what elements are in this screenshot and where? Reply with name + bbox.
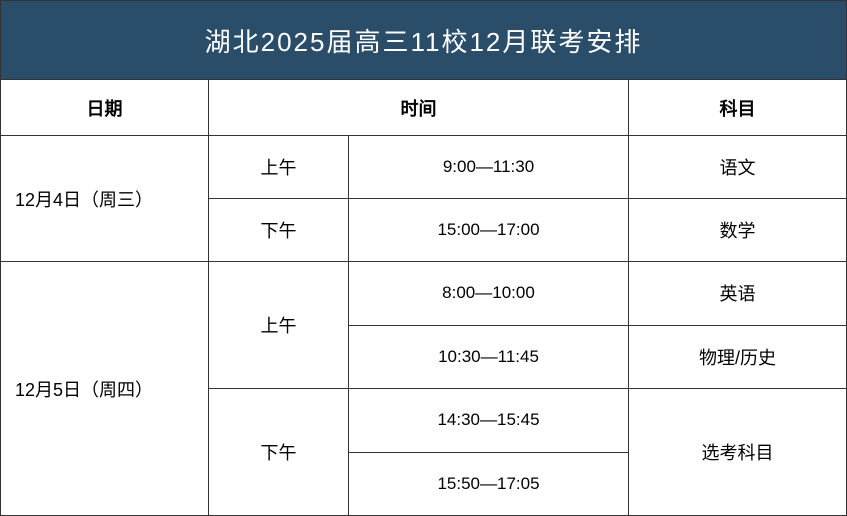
subject-col: 语文 xyxy=(629,136,846,198)
table-header-row: 日期 时间 科目 xyxy=(1,79,846,135)
period-cell: 上午 xyxy=(209,262,349,388)
time-slot: 9:00—11:30 xyxy=(349,136,628,198)
subject-cell: 物理/历史 xyxy=(629,325,846,389)
subject-col: 英语 物理/历史 xyxy=(629,262,846,388)
time-slot: 10:30—11:45 xyxy=(349,325,628,389)
time-col: 9:00—11:30 xyxy=(349,136,629,198)
time-slot: 15:00—17:00 xyxy=(349,199,628,261)
time-col: 15:00—17:00 xyxy=(349,199,629,261)
session-row: 上午 8:00—10:00 10:30—11:45 英语 物理/历史 xyxy=(209,262,846,388)
header-subject: 科目 xyxy=(629,80,846,135)
session-row: 上午 9:00—11:30 语文 xyxy=(209,136,846,198)
schedule-table: 湖北2025届高三11校12月联考安排 日期 时间 科目 12月4日（周三） 上… xyxy=(0,0,847,516)
subject-cell-merged: 选考科目 xyxy=(629,389,846,515)
date-cell: 12月4日（周三） xyxy=(1,136,209,261)
subject-cell: 语文 xyxy=(629,136,846,198)
header-time: 时间 xyxy=(209,80,629,135)
table-title: 湖北2025届高三11校12月联考安排 xyxy=(1,1,846,79)
sessions-col: 上午 9:00—11:30 语文 下午 15:00—17:00 数学 xyxy=(209,136,846,261)
period-cell: 下午 xyxy=(209,389,349,515)
sessions-col: 上午 8:00—10:00 10:30—11:45 英语 物理/历史 下午 14… xyxy=(209,262,846,515)
period-cell: 上午 xyxy=(209,136,349,198)
header-date: 日期 xyxy=(1,80,209,135)
time-slot: 14:30—15:45 xyxy=(349,389,628,452)
subject-cell: 英语 xyxy=(629,262,846,325)
subject-col: 选考科目 xyxy=(629,389,846,515)
subject-col: 数学 xyxy=(629,199,846,261)
session-row: 下午 14:30—15:45 15:50—17:05 选考科目 xyxy=(209,388,846,515)
table-body: 12月4日（周三） 上午 9:00—11:30 语文 下午 15:00—17:0… xyxy=(1,135,846,515)
period-cell: 下午 xyxy=(209,199,349,261)
time-slot: 8:00—10:00 xyxy=(349,262,628,325)
time-slot: 15:50—17:05 xyxy=(349,452,628,516)
time-col: 8:00—10:00 10:30—11:45 xyxy=(349,262,629,388)
date-cell: 12月5日（周四） xyxy=(1,262,209,515)
day-row: 12月5日（周四） 上午 8:00—10:00 10:30—11:45 英语 物… xyxy=(1,261,846,515)
day-row: 12月4日（周三） 上午 9:00—11:30 语文 下午 15:00—17:0… xyxy=(1,135,846,261)
session-row: 下午 15:00—17:00 数学 xyxy=(209,198,846,261)
time-col: 14:30—15:45 15:50—17:05 xyxy=(349,389,629,515)
subject-cell: 数学 xyxy=(629,199,846,261)
